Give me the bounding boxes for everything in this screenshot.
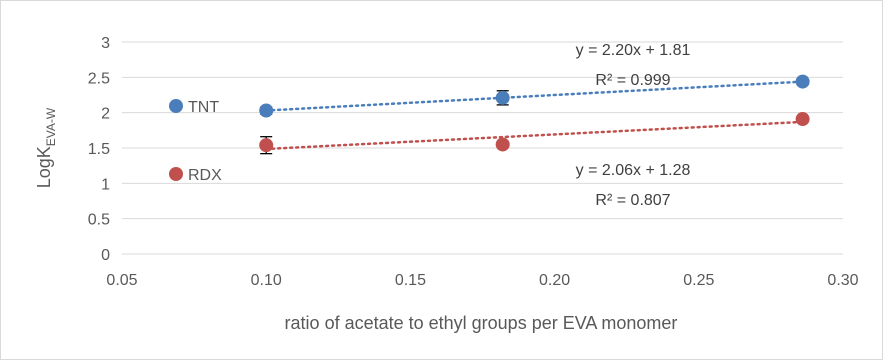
y-tick-label: 2.5 xyxy=(88,70,110,87)
legend-marker-tnt xyxy=(169,99,183,113)
x-tick-label: 0.20 xyxy=(539,272,570,289)
trendline-equations: y = 2.20x + 1.81 R² = 0.999 y = 2.06x + 1.… xyxy=(576,42,691,209)
data-point-tnt xyxy=(495,90,510,105)
data-point-rdx xyxy=(259,138,274,153)
trendlines xyxy=(264,80,804,151)
data-point-rdx xyxy=(495,137,510,152)
y-tick-label: 1.5 xyxy=(88,141,110,158)
y-tick-label: 0 xyxy=(101,247,110,264)
legend: TNT RDX xyxy=(169,99,222,184)
y-tick-label: 1 xyxy=(101,176,110,193)
trendline-equation-rdx: y = 2.06x + 1.28 xyxy=(576,162,691,179)
y-axis-ticks: 0 0.5 1 1.5 2 2.5 3 xyxy=(88,35,110,264)
y-tick-label: 3 xyxy=(101,35,110,52)
legend-marker-rdx xyxy=(169,167,183,181)
trendline-r2-tnt: R² = 0.999 xyxy=(595,72,670,89)
x-tick-label: 0.10 xyxy=(251,272,282,289)
data-point-tnt xyxy=(259,103,274,118)
data-point-rdx xyxy=(795,112,810,127)
data-points xyxy=(259,74,810,153)
x-tick-label: 0.25 xyxy=(683,272,714,289)
y-tick-label: 2 xyxy=(101,106,110,123)
legend-label-rdx: RDX xyxy=(188,167,222,184)
y-tick-label: 0.5 xyxy=(88,212,110,229)
y-axis-title: LogKEVA-W xyxy=(34,107,58,188)
x-tick-label: 0.15 xyxy=(395,272,426,289)
legend-label-tnt: TNT xyxy=(188,99,219,116)
x-axis-title: ratio of acetate to ethyl groups per EVA… xyxy=(285,313,678,333)
trendline-equation-tnt: y = 2.20x + 1.81 xyxy=(576,42,691,59)
gridlines xyxy=(122,41,843,255)
x-axis-ticks: 0.05 0.10 0.15 0.20 0.25 0.30 xyxy=(106,272,858,289)
x-tick-label: 0.05 xyxy=(106,272,137,289)
trendline-tnt xyxy=(264,80,804,112)
trendline-rdx xyxy=(264,120,804,151)
trendline-r2-rdx: R² = 0.807 xyxy=(595,192,670,209)
data-point-tnt xyxy=(795,74,810,89)
x-tick-label: 0.30 xyxy=(827,272,858,289)
